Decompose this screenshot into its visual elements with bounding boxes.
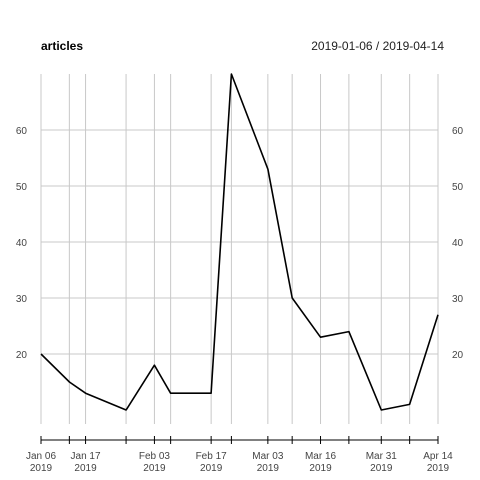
x-tick-label-year: 2019 bbox=[427, 463, 450, 474]
x-tick-label-year: 2019 bbox=[74, 463, 97, 474]
y-tick-label: 30 bbox=[452, 294, 464, 305]
x-tick-label: Jan 06 bbox=[26, 451, 56, 462]
chart-date-range: 2019-01-06 / 2019-04-14 bbox=[311, 39, 444, 53]
y-tick-labels-left: 20 30 40 50 60 bbox=[16, 126, 28, 361]
y-tick-label: 40 bbox=[16, 238, 28, 249]
y-tick-label: 20 bbox=[16, 350, 28, 361]
x-tick-label: Feb 17 bbox=[196, 451, 228, 462]
x-tick-label-year: 2019 bbox=[257, 463, 280, 474]
series-line bbox=[40, 73, 439, 411]
y-gridlines bbox=[41, 129, 438, 355]
x-tick-label-year: 2019 bbox=[309, 463, 332, 474]
x-tick-label: Feb 03 bbox=[139, 451, 171, 462]
y-tick-label: 60 bbox=[16, 126, 28, 137]
chart-title: articles bbox=[41, 39, 84, 53]
y-tick-label: 60 bbox=[452, 126, 464, 137]
y-tick-label: 50 bbox=[452, 182, 464, 193]
y-tick-label: 20 bbox=[452, 350, 464, 361]
x-tick-label-year: 2019 bbox=[200, 463, 223, 474]
x-tick-label: Apr 14 bbox=[423, 451, 453, 462]
x-tick-label-year: 2019 bbox=[30, 463, 53, 474]
series-group bbox=[40, 73, 439, 411]
x-tick-label: Mar 16 bbox=[305, 451, 337, 462]
y-tick-label: 40 bbox=[452, 238, 464, 249]
y-tick-label: 30 bbox=[16, 294, 28, 305]
x-gridlines bbox=[40, 74, 439, 424]
y-tick-labels-right: 20 30 40 50 60 bbox=[452, 126, 464, 361]
x-tick-label-year: 2019 bbox=[370, 463, 393, 474]
x-tick-label: Jan 17 bbox=[71, 451, 101, 462]
x-tick-label: Mar 31 bbox=[366, 451, 398, 462]
y-tick-label: 50 bbox=[16, 182, 28, 193]
x-tick-label: Mar 03 bbox=[252, 451, 284, 462]
x-tick-label-year: 2019 bbox=[143, 463, 166, 474]
